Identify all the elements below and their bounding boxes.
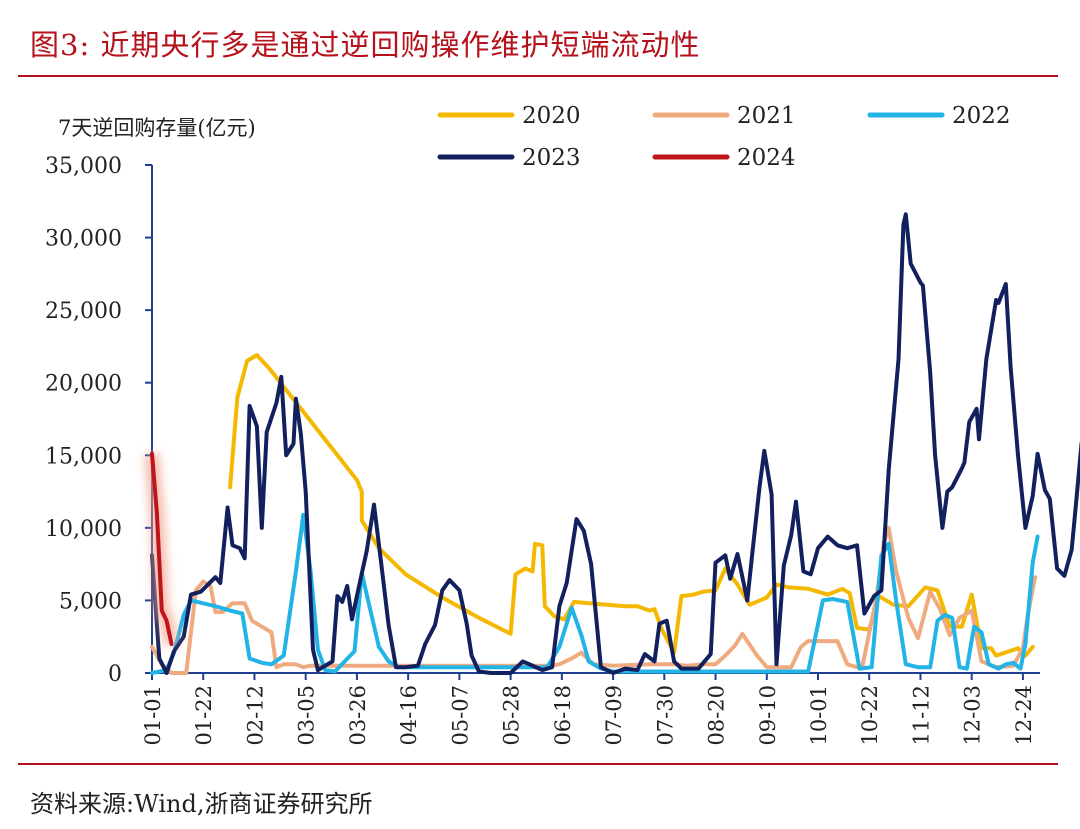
x-tick-label: 10-01: [807, 685, 831, 746]
legend-label: 2024: [737, 145, 796, 171]
x-tick-label: 03-05: [295, 685, 319, 746]
x-tick-label: 06-18: [551, 685, 575, 746]
legend-item-2022: 2022: [867, 103, 1011, 129]
x-tick-label: 02-12: [243, 685, 267, 746]
series-line-2024: [150, 451, 174, 646]
x-tick-label: 05-07: [448, 685, 472, 746]
x-tick-label: 05-28: [500, 685, 524, 746]
x-tick-label: 01-22: [192, 685, 216, 746]
series-line-2023: [150, 212, 1080, 675]
legend-item-2021: 2021: [652, 103, 796, 129]
x-tick-label: 11-12: [909, 685, 933, 746]
legend-item-2023: 2023: [437, 145, 581, 171]
x-tick-label: 03-26: [346, 685, 370, 746]
legend-label: 2021: [737, 103, 796, 129]
y-tick-label: 15,000: [45, 444, 122, 469]
legend-label: 2020: [522, 103, 581, 129]
y-tick-label: 35,000: [45, 154, 122, 179]
x-tick-label: 07-09: [602, 685, 626, 746]
x-tick-label: 07-30: [653, 685, 677, 746]
y-tick-label: 30,000: [45, 227, 122, 252]
series-line-2020: [228, 353, 1035, 658]
y-tick-label: 25,000: [45, 299, 122, 324]
legend-item-2020: 2020: [437, 103, 581, 129]
legend-label: 2023: [522, 145, 581, 171]
x-tick-label: 08-20: [705, 685, 729, 746]
x-tick-label: 04-16: [397, 685, 421, 746]
y-tick-label: 0: [108, 662, 122, 687]
y-axis-title: 7天逆回购存量(亿元): [58, 116, 256, 140]
legend-label: 2022: [952, 103, 1011, 129]
legend-item-2024: 2024: [652, 145, 796, 171]
y-tick-label: 5,000: [59, 589, 122, 614]
x-tick-label: 01-01: [141, 685, 165, 746]
source-note: 资料来源:Wind,浙商证券研究所: [30, 790, 373, 818]
x-tick-label: 12-03: [961, 685, 985, 746]
bottom-divider: [18, 763, 1058, 765]
y-tick-label: 10,000: [45, 517, 122, 542]
top-divider: [18, 75, 1058, 77]
x-tick-label: 09-10: [756, 685, 780, 746]
x-tick-label: 10-22: [858, 685, 882, 746]
series-line-2021: [150, 525, 1038, 675]
y-tick-label: 20,000: [45, 372, 122, 397]
x-tick-label: 12-24: [1012, 685, 1036, 746]
figure-title: 图3: 近期央行多是通过逆回购操作维护短端流动性: [30, 28, 701, 62]
